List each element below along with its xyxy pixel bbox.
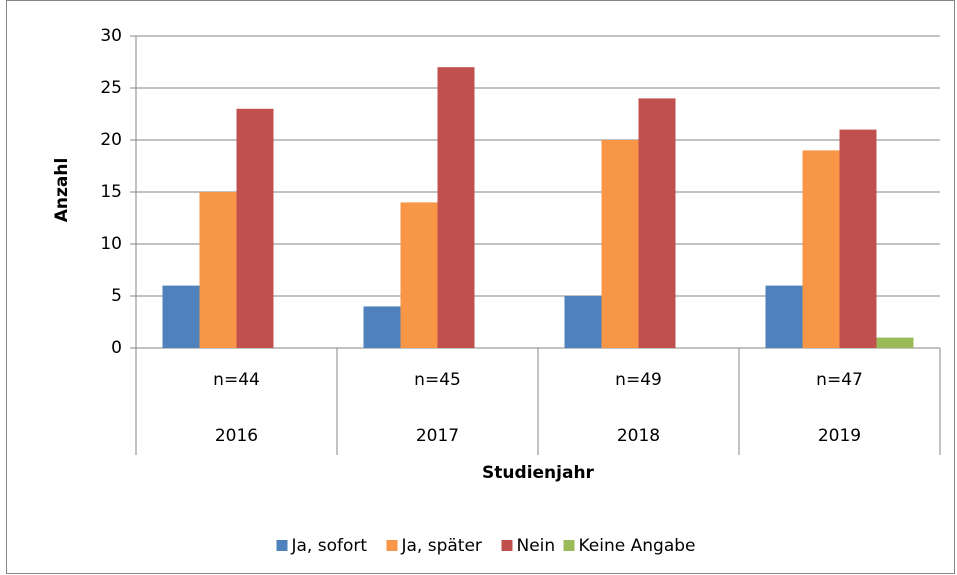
x-tick-label: 2018 xyxy=(617,426,660,446)
y-axis-title: Anzahl xyxy=(52,158,72,223)
y-tick-label: 5 xyxy=(111,286,122,306)
legend-swatch xyxy=(386,540,398,551)
legend-swatch xyxy=(563,540,575,551)
bar xyxy=(400,202,438,348)
legend-swatch xyxy=(501,540,513,551)
n-label: n=45 xyxy=(414,370,461,390)
y-tick-label: 20 xyxy=(100,130,122,150)
bar xyxy=(363,306,401,348)
x-axis-title: Studienjahr xyxy=(482,463,595,483)
bar xyxy=(564,296,602,348)
legend-label: Ja, sofort xyxy=(291,536,368,556)
legend-label: Nein xyxy=(517,536,556,556)
x-tick-label: 2016 xyxy=(215,426,258,446)
bar xyxy=(839,129,877,348)
y-tick-label: 30 xyxy=(100,26,122,46)
n-label: n=47 xyxy=(816,370,863,390)
bar xyxy=(876,337,914,348)
y-tick-label: 0 xyxy=(111,338,122,358)
bar xyxy=(601,140,639,348)
bar xyxy=(437,67,475,348)
x-tick-label: 2017 xyxy=(416,426,459,446)
legend-label: Keine Angabe xyxy=(579,536,696,556)
n-label: n=44 xyxy=(213,370,260,390)
legend-label: Ja, später xyxy=(401,536,482,556)
bar xyxy=(802,150,840,348)
x-tick-label: 2019 xyxy=(818,426,861,446)
bar xyxy=(236,108,274,348)
n-label: n=49 xyxy=(615,370,662,390)
legend-swatch xyxy=(276,540,288,551)
bar xyxy=(638,98,676,349)
y-tick-label: 25 xyxy=(100,78,122,98)
y-tick-label: 15 xyxy=(100,182,122,202)
y-tick-label: 10 xyxy=(100,234,122,254)
bar xyxy=(765,285,803,348)
bar xyxy=(162,285,200,348)
bar xyxy=(199,192,237,348)
